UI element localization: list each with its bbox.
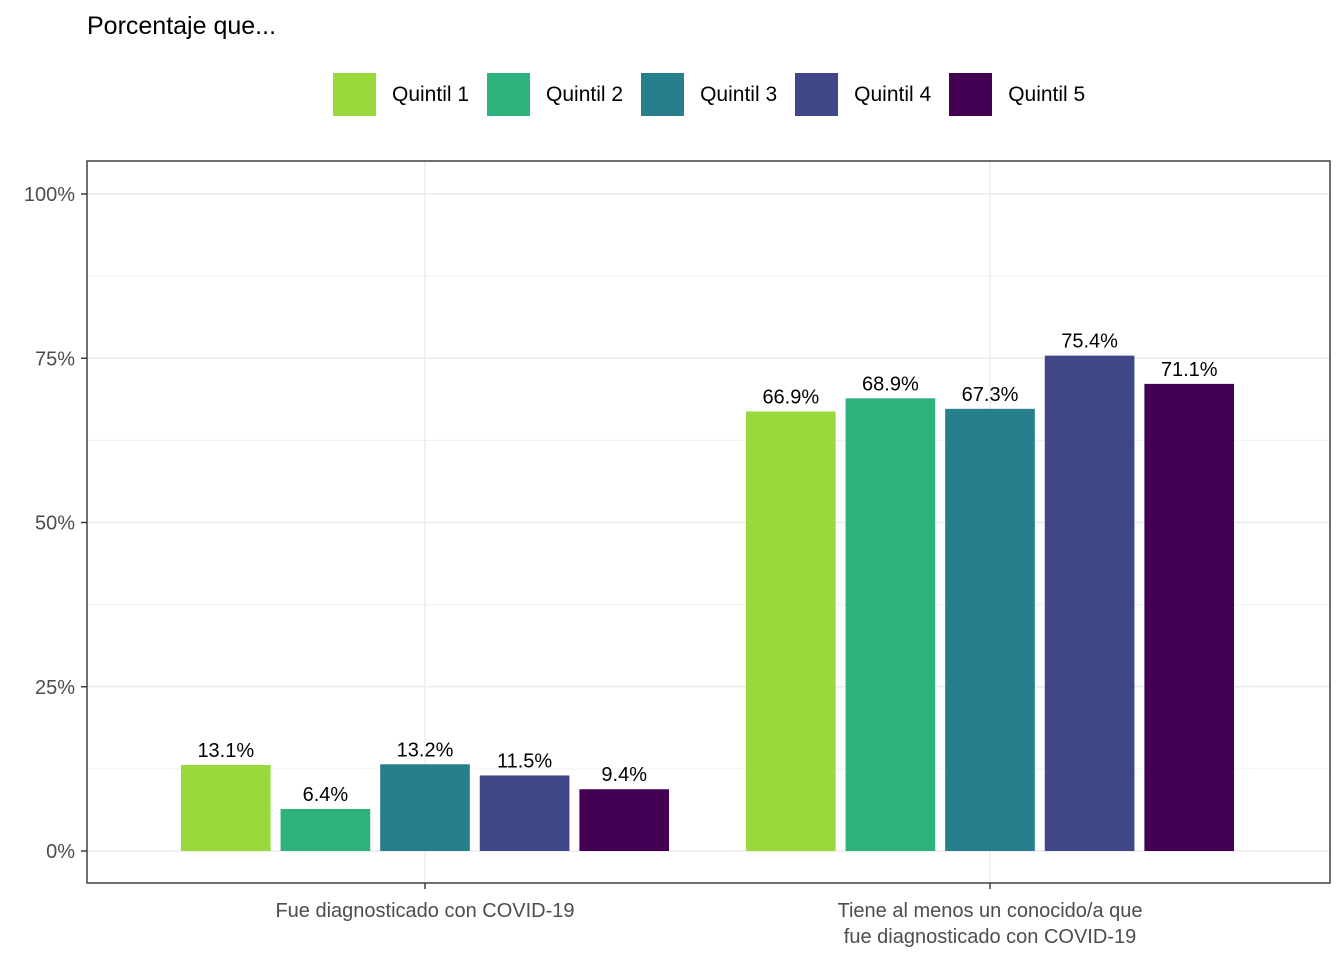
data-label: 71.1% bbox=[1161, 359, 1218, 381]
legend-swatch bbox=[333, 73, 376, 116]
data-label: 75.4% bbox=[1061, 331, 1118, 353]
legend-item-quintil-5: Quintil 5 bbox=[949, 73, 1085, 116]
data-label: 9.4% bbox=[601, 764, 647, 786]
data-label: 68.9% bbox=[862, 373, 919, 395]
bar-quintil-5 bbox=[579, 789, 670, 851]
legend-swatch bbox=[641, 73, 685, 116]
bar-quintil-1 bbox=[745, 411, 836, 851]
y-tick-label: 0% bbox=[46, 841, 75, 863]
bar-quintil-2 bbox=[845, 398, 936, 851]
legend-label: Quintil 3 bbox=[700, 82, 778, 106]
legend-label: Quintil 5 bbox=[1008, 82, 1086, 106]
chart-title: Porcentaje que... bbox=[87, 12, 277, 40]
legend-item-quintil-3: Quintil 3 bbox=[641, 73, 777, 116]
legend: Quintil 1 Quintil 2 Quintil 3 Quintil 4 … bbox=[333, 73, 1103, 116]
bar-quintil-3 bbox=[380, 764, 470, 851]
bar-quintil-5 bbox=[1144, 383, 1235, 851]
y-tick-label: 50% bbox=[35, 513, 75, 535]
legend-label: Quintil 1 bbox=[392, 82, 470, 106]
bar-quintil-3 bbox=[945, 408, 1035, 851]
legend-swatch bbox=[487, 73, 531, 116]
legend-item-quintil-2: Quintil 2 bbox=[487, 73, 623, 116]
legend-label: Quintil 2 bbox=[546, 82, 624, 106]
x-tick-label: Tiene al menos un conocido/a que bbox=[837, 900, 1142, 922]
legend-swatch bbox=[795, 73, 839, 116]
data-label: 67.3% bbox=[962, 384, 1019, 406]
y-tick-label: 25% bbox=[35, 677, 75, 699]
legend-item-quintil-4: Quintil 4 bbox=[795, 73, 931, 116]
bar-quintil-4 bbox=[1044, 355, 1135, 851]
x-tick-label: fue diagnosticado con COVID-19 bbox=[844, 926, 1136, 948]
x-tick-label: Fue diagnosticado con COVID-19 bbox=[275, 900, 574, 922]
data-label: 11.5% bbox=[497, 750, 552, 772]
data-label: 13.2% bbox=[397, 739, 454, 761]
bar-quintil-1 bbox=[180, 764, 271, 851]
legend-swatch bbox=[949, 73, 993, 116]
y-tick-label: 75% bbox=[35, 348, 75, 370]
bar-quintil-2 bbox=[280, 808, 371, 851]
data-label: 66.9% bbox=[762, 386, 819, 408]
legend-label: Quintil 4 bbox=[854, 82, 932, 106]
data-label: 6.4% bbox=[303, 784, 349, 806]
legend-item-quintil-1: Quintil 1 bbox=[333, 73, 469, 116]
y-tick-label: 100% bbox=[24, 184, 75, 206]
bar-quintil-4 bbox=[479, 775, 570, 851]
data-label: 13.1% bbox=[197, 740, 254, 762]
